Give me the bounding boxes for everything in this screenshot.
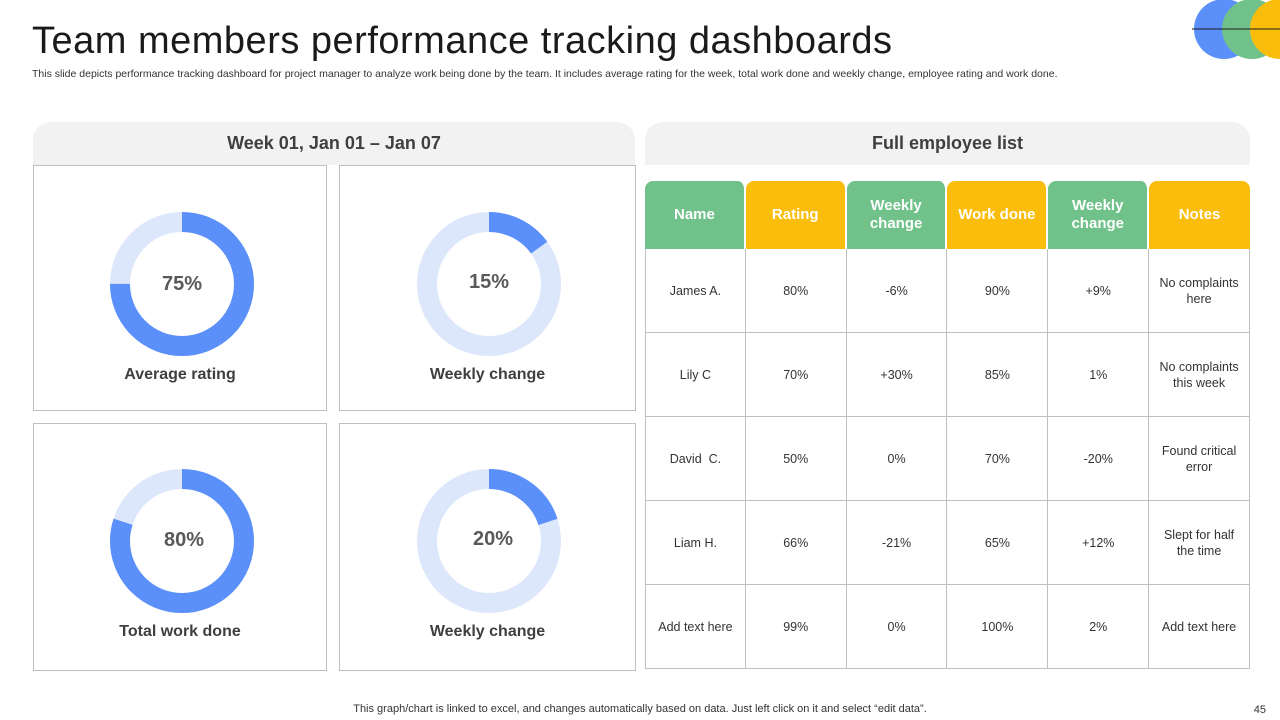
donut-label: Weekly change [429,623,546,640]
cell-weekly-change: -6% [846,249,948,333]
donut-value: 15% [468,271,510,293]
donut-value: 75% [161,273,203,295]
cell-rating: 70% [745,333,847,417]
cell-work-done: 65% [947,501,1049,585]
column-header-weekly-change-2: Weekly change [1048,181,1150,249]
donut-card-weekly-change-2: 20% Weekly change [339,423,636,671]
table-header-row: Name Rating Weekly change Work done Week… [645,181,1250,249]
cell-name: Add text here [645,585,746,669]
donut-chart-total-work-done [110,469,254,613]
donut-chart-weekly-change-1 [417,212,561,356]
table-row: Lily C 70% +30% 85% 1% No complaints thi… [645,333,1250,417]
cell-weekly-change: -21% [846,501,948,585]
cell-work-done: 85% [947,333,1049,417]
cell-rating: 50% [745,417,847,501]
column-header-weekly-change: Weekly change [846,181,948,249]
cell-notes: Found critical error [1149,417,1250,501]
cell-name: Lily C [645,333,746,417]
cell-work-done: 70% [947,417,1049,501]
cell-weekly-change: 0% [846,417,948,501]
cell-name: James A. [645,249,746,333]
cell-rating: 66% [745,501,847,585]
donut-value-arc [417,469,561,613]
cell-work-done: 100% [947,585,1049,669]
cell-rating: 80% [745,249,847,333]
slide-title: Team members performance tracking dashbo… [32,20,893,62]
column-header-name: Name [645,181,746,249]
cell-rating: 99% [745,585,847,669]
cell-work-done: 90% [947,249,1049,333]
page-number: 45 [1253,704,1266,716]
brand-circles-logo [1192,0,1280,59]
slide-subtitle: This slide depicts performance tracking … [32,68,1058,80]
donut-value: 80% [163,529,205,551]
table-row: Liam H. 66% -21% 65% +12% Slept for half… [645,501,1250,585]
column-header-notes: Notes [1149,181,1250,249]
donut-label: Weekly change [429,366,546,383]
table-row: David C. 50% 0% 70% -20% Found critical … [645,417,1250,501]
cell-notes: No complaints here [1149,249,1250,333]
cell-weekly-change-2: 2% [1048,585,1150,669]
cell-notes: Slept for half the time [1149,501,1250,585]
cell-weekly-change: 0% [846,585,948,669]
column-header-work-done: Work done [947,181,1049,249]
employee-panel-header: Full employee list [645,122,1250,165]
cell-weekly-change-2: +12% [1048,501,1150,585]
donut-card-weekly-change-1: 15% Weekly change [339,165,636,411]
donut-card-total-work-done: 80% Total work done [33,423,327,671]
table-row: Add text here 99% 0% 100% 2% Add text he… [645,585,1250,669]
donut-label: Total work done [119,623,241,640]
employee-table: Name Rating Weekly change Work done Week… [645,181,1250,669]
cell-name: David C. [645,417,746,501]
cell-weekly-change-2: +9% [1048,249,1150,333]
donut-value-arc [417,212,561,356]
donut-value-arc [110,212,254,356]
cell-notes: No complaints this week [1149,333,1250,417]
donut-chart-weekly-change-2 [417,469,561,613]
donut-value: 20% [472,528,514,550]
donut-value-arc [110,469,254,613]
donut-card-average-rating: 75% Average rating [33,165,327,411]
week-panel-header: Week 01, Jan 01 – Jan 07 [33,122,635,165]
column-header-rating: Rating [745,181,847,249]
cell-weekly-change: +30% [846,333,948,417]
donut-label: Average rating [124,366,236,383]
donut-chart-average-rating [110,212,254,356]
footer-note: This graph/chart is linked to excel, and… [353,703,927,715]
cell-notes: Add text here [1149,585,1250,669]
cell-weekly-change-2: -20% [1048,417,1150,501]
cell-weekly-change-2: 1% [1048,333,1150,417]
cell-name: Liam H. [645,501,746,585]
table-row: James A. 80% -6% 90% +9% No complaints h… [645,249,1250,333]
